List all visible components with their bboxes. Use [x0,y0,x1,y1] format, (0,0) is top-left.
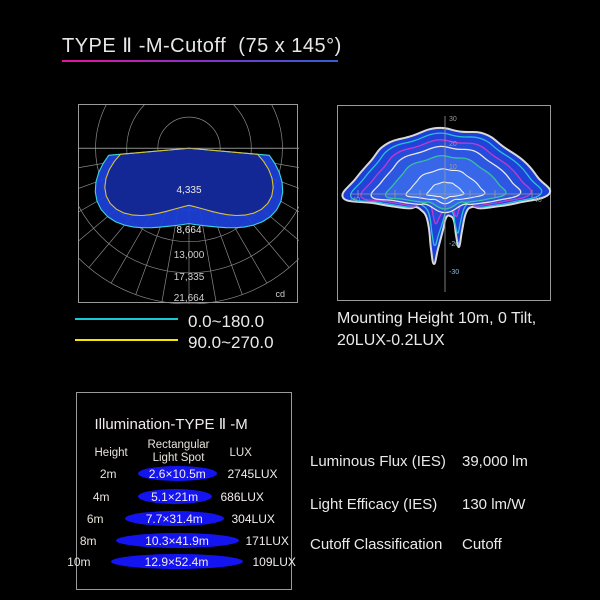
svg-text:17,335: 17,335 [174,272,205,283]
svg-text:4,335: 4,335 [176,185,201,196]
svg-text:13,000: 13,000 [174,250,205,261]
svg-text:20: 20 [449,141,457,148]
svg-text:40: 40 [534,197,542,204]
svg-text:21,664: 21,664 [174,293,205,304]
svg-text:8,664: 8,664 [176,225,201,236]
svg-text:-40: -40 [350,197,360,204]
svg-text:10: 10 [449,164,457,171]
svg-text:-30: -30 [449,269,459,276]
svg-text:30: 30 [449,116,457,123]
svg-text:cd: cd [275,289,285,299]
svg-text:-20: -20 [449,241,459,248]
